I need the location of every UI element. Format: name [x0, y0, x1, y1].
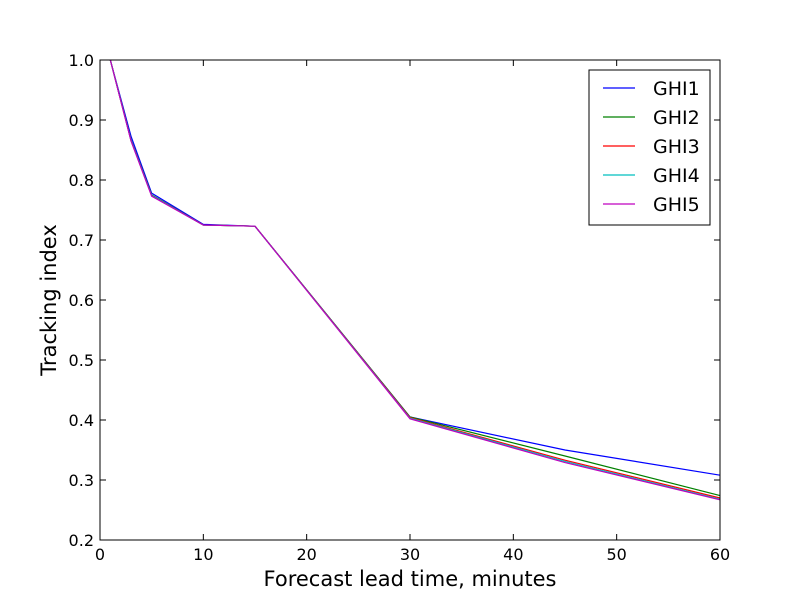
y-tick-label: 0.7 [69, 231, 94, 250]
x-tick-label: 40 [503, 545, 523, 564]
y-tick-label: 0.6 [69, 291, 94, 310]
series-line-ghi5 [109, 59, 721, 501]
y-axis-title: Tracking index [37, 224, 61, 377]
y-tick-label: 1.0 [69, 51, 94, 70]
x-tick-label: 30 [400, 545, 420, 564]
axis-ticks: 0 10 20 30 40 50 60 0.2 0.3 0.4 0.5 0.6 0.7 0.8 0.9 1.0 [69, 51, 731, 564]
legend-label: GHI5 [653, 194, 700, 216]
legend-label: GHI3 [653, 136, 700, 158]
y-tick-label: 0.2 [69, 531, 94, 550]
y-tick-label: 0.9 [69, 111, 94, 130]
y-tick-label: 0.3 [69, 471, 94, 490]
x-tick-label: 50 [606, 545, 626, 564]
y-tick-label: 0.5 [69, 351, 94, 370]
legend-box [588, 69, 711, 226]
series-layer [109, 59, 721, 501]
x-tick-label: 20 [296, 545, 316, 564]
legend: GHI1 GHI2 GHI3 GHI4 GHI5 [588, 69, 711, 226]
legend-label: GHI4 [653, 165, 700, 187]
x-tick-label: 0 [95, 545, 105, 564]
x-tick-label: 60 [710, 545, 730, 564]
y-tick-label: 0.4 [69, 411, 94, 430]
legend-label: GHI2 [653, 107, 700, 129]
y-tick-label: 0.8 [69, 171, 94, 190]
legend-label: GHI1 [653, 78, 700, 100]
x-axis-title: Forecast lead time, minutes [264, 567, 557, 591]
x-tick-label: 10 [193, 545, 213, 564]
